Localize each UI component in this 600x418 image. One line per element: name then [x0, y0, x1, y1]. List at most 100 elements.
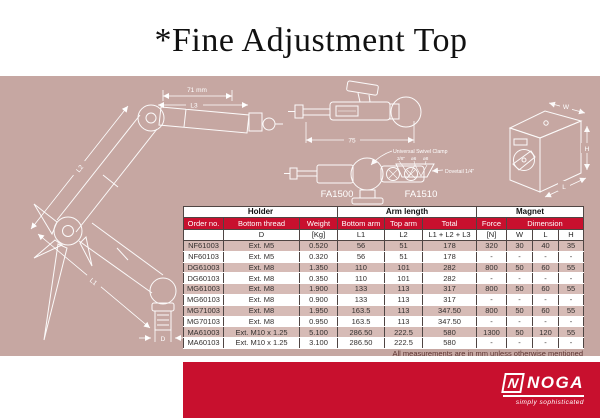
sub-blank: [183, 229, 224, 241]
table-cell: 282: [422, 272, 478, 285]
table-cell: 113: [384, 305, 423, 317]
table-row: DG61003 Ext. M8 1.350 110 101 282 800 50 60 55: [183, 262, 585, 274]
table-cell: -: [532, 294, 560, 306]
table-row: MA61003 Ext. M10 x 1.25 5.100 286.50 222.5 58…: [183, 326, 585, 339]
dim-l3-label: L3: [190, 103, 198, 110]
sub-l: L: [532, 229, 560, 241]
table-cell: 0.320: [299, 251, 338, 263]
sub-n: [N]: [476, 229, 508, 241]
sub-l2: L2: [384, 229, 423, 241]
noga-logo-row: N NOGA: [501, 373, 584, 397]
sub-kg: [Kg]: [299, 229, 338, 241]
dim-l1-label: L1: [88, 277, 98, 287]
table-cell: 222.5: [384, 337, 423, 349]
table-header-row: Order no. Bottom thread Weight Bottom ar…: [183, 217, 585, 230]
table-cell: 60: [532, 305, 560, 317]
technical-drawings: 71 mm L3 L2 L1 D: [30, 80, 592, 343]
spec-table-body: NF61003 Ext. M5 0.520 56 51 178 320 30 40 35 NF601…: [183, 240, 585, 349]
table-cell: 5.100: [299, 326, 338, 339]
table-cell: -: [506, 251, 534, 263]
table-cell: 55: [558, 305, 585, 317]
table-cell: Ext. M8: [223, 272, 300, 285]
table-cell: 222.5: [384, 326, 423, 339]
col-top-arm: Top arm: [384, 217, 423, 230]
table-cell: -: [506, 337, 534, 349]
dim-l-label: L: [562, 184, 566, 191]
measurements-note: All measurements are in mm unless otherw…: [392, 349, 584, 358]
sub-l1l2l3: L1 + L2 + L3: [422, 229, 478, 241]
table-cell: Ext. M10 x 1.25: [223, 337, 300, 349]
table-cell: 101: [384, 272, 423, 285]
table-cell: 35: [558, 240, 585, 252]
size-d6-label: ø6: [411, 156, 417, 161]
page-title: *Fine Adjustment Top: [154, 22, 468, 59]
col-bottom-arm: Bottom arm: [337, 217, 385, 230]
table-cell: Ext. M5: [223, 240, 300, 252]
table-cell: MG70103: [183, 316, 224, 328]
noga-wordmark: NOGA: [527, 373, 584, 392]
table-cell: 50: [506, 283, 534, 295]
table-cell: MG71003: [183, 305, 224, 317]
table-cell: 0.900: [299, 294, 338, 306]
table-cell: 320: [476, 240, 508, 252]
table-cell: 110: [337, 262, 385, 274]
table-row: MG61003 Ext. M8 1.900 133 113 317 800 50 60 55: [183, 283, 585, 295]
table-cell: 51: [384, 251, 423, 263]
table-cell: 133: [337, 283, 385, 295]
table-cell: MG60103: [183, 294, 224, 306]
table-cell: 55: [558, 326, 585, 339]
table-cell: 163.5: [337, 316, 385, 328]
table-cell: 1300: [476, 326, 508, 339]
table-cell: -: [476, 251, 508, 263]
size-d8-label: ø8: [423, 156, 429, 161]
group-magnet: Magnet: [476, 206, 585, 218]
table-cell: Ext. M8: [223, 305, 300, 317]
table-cell: 178: [422, 251, 478, 263]
dim-w-label: W: [563, 104, 570, 111]
table-cell: -: [558, 294, 585, 306]
table-row: NF60103 Ext. M5 0.320 56 51 178- - - -: [183, 251, 585, 263]
table-cell: 60: [532, 283, 560, 295]
table-row: NF61003 Ext. M5 0.520 56 51 178 320 30 40 35: [183, 240, 585, 252]
table-cell: Ext. M8: [223, 262, 300, 274]
table-cell: 317: [422, 283, 478, 295]
dim-71mm-label: 71 mm: [187, 87, 207, 94]
table-cell: -: [476, 294, 508, 306]
table-cell: 113: [384, 294, 423, 306]
table-cell: 56: [337, 251, 385, 263]
table-cell: 282: [422, 262, 478, 274]
sub-h: H: [558, 229, 585, 241]
noga-logo: N NOGA simply sophisticated: [501, 373, 584, 406]
table-cell: 60: [532, 262, 560, 274]
table-cell: 800: [476, 262, 508, 274]
noga-tagline: simply sophisticated: [515, 399, 584, 406]
bottom-red-band: N NOGA simply sophisticated: [183, 362, 600, 418]
table-cell: -: [476, 316, 508, 328]
table-row: MA60103 Ext. M10 x 1.25 3.100 286.50 222.5 58…: [183, 337, 585, 349]
table-cell: -: [532, 337, 560, 349]
dovetail-label: Dovetail 1/4": [445, 169, 474, 175]
table-row: MG71003 Ext. M8 1.950 163.5 113 347.50 800 50 60…: [183, 305, 585, 317]
table-cell: Ext. M10 x 1.25: [223, 326, 300, 339]
table-cell: Ext. M8: [223, 316, 300, 328]
table-cell: 1.950: [299, 305, 338, 317]
table-cell: -: [532, 272, 560, 285]
product-panel: 71 mm L3 L2 L1 D: [0, 76, 600, 358]
table-cell: MG61003: [183, 283, 224, 295]
table-cell: 1.350: [299, 262, 338, 274]
table-cell: -: [532, 251, 560, 263]
magnet-drawing: [508, 101, 590, 198]
table-cell: 30: [506, 240, 534, 252]
table-cell: DG60103: [183, 272, 224, 285]
table-cell: MA61003: [183, 326, 224, 339]
table-cell: Ext. M5: [223, 251, 300, 263]
table-cell: 55: [558, 283, 585, 295]
table-cell: 1.900: [299, 283, 338, 295]
table-cell: 317: [422, 294, 478, 306]
sub-l1: L1: [337, 229, 385, 241]
table-cell: -: [506, 272, 534, 285]
table-cell: 56: [337, 240, 385, 252]
table-cell: -: [558, 251, 585, 263]
table-cell: 178: [422, 240, 478, 252]
